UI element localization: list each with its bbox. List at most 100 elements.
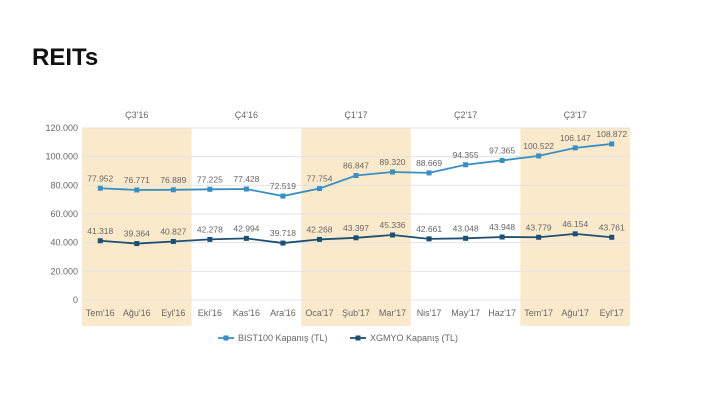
data-point <box>207 186 213 192</box>
data-label: 108.872 <box>596 129 627 139</box>
x-tick-label: Oca'17 <box>305 308 333 318</box>
y-tick-label: 20.000 <box>50 266 78 276</box>
data-label: 39.364 <box>124 229 150 239</box>
y-tick-label: 60.000 <box>50 209 78 219</box>
data-point <box>134 187 140 193</box>
data-point <box>353 235 359 241</box>
x-tick-label: Eyl'17 <box>600 308 624 318</box>
data-label: 77.225 <box>197 174 223 184</box>
data-label: 97.365 <box>489 145 515 155</box>
x-axis-tick-labels: Tem'16 Ağu'16 Eyl'16 Eki'16 Kas'16 Ara'16 Oca'… <box>86 308 624 318</box>
data-label: 42.278 <box>197 224 223 234</box>
data-point <box>609 234 615 240</box>
data-label: 45.336 <box>380 220 406 230</box>
data-point <box>97 238 103 244</box>
data-point <box>170 238 176 244</box>
data-label: 43.048 <box>453 223 479 233</box>
data-label: 42.994 <box>233 223 259 233</box>
data-point <box>572 145 578 151</box>
quarter-label: Ç3'17 <box>564 110 587 120</box>
x-tick-label: Şub'17 <box>342 308 370 318</box>
x-tick-label: Haz'17 <box>488 308 516 318</box>
data-label: 76.889 <box>160 175 186 185</box>
y-tick-label: 100.000 <box>45 152 78 162</box>
data-label: 100.522 <box>523 141 554 151</box>
data-point <box>243 235 249 241</box>
data-point <box>243 186 249 192</box>
data-label: 77.428 <box>233 174 259 184</box>
y-tick-label: 40.000 <box>50 238 78 248</box>
data-point <box>280 240 286 246</box>
data-point <box>426 170 432 176</box>
x-tick-label: Eyl'16 <box>161 308 185 318</box>
data-point <box>609 141 615 147</box>
data-label: 88.669 <box>416 158 442 168</box>
quarter-labels: Ç3'16 Ç4'16 Ç1'17 Ç2'17 Ç3'17 <box>125 110 587 120</box>
data-point <box>390 232 396 238</box>
data-label: 77.952 <box>87 173 113 183</box>
x-tick-label: Ağu'17 <box>561 308 589 318</box>
legend-label: BIST100 Kapanış (TL) <box>238 333 328 343</box>
data-point <box>463 162 469 168</box>
gridlines <box>82 127 630 301</box>
quarter-band <box>520 128 630 326</box>
quarter-band <box>301 128 411 326</box>
data-point <box>536 153 542 159</box>
data-point <box>426 236 432 242</box>
series-points <box>97 141 615 247</box>
data-point <box>572 231 578 237</box>
x-tick-label: Tem'17 <box>524 308 553 318</box>
data-label: 43.779 <box>526 222 552 232</box>
y-axis-tick-labels: 0 20.000 40.000 60.000 80.000 100.000 120.000 <box>45 123 78 305</box>
data-label: 72.519 <box>270 181 296 191</box>
data-label: 41.318 <box>87 226 113 236</box>
data-labels: 77.952 76.771 76.889 77.225 77.428 72.519 77.7… <box>87 129 627 239</box>
data-point <box>499 157 505 163</box>
data-label: 76.771 <box>124 175 150 185</box>
y-tick-label: 80.000 <box>50 180 78 190</box>
x-tick-label: Mar'17 <box>379 308 406 318</box>
x-tick-label: Nis'17 <box>417 308 442 318</box>
data-point <box>316 236 322 242</box>
data-point <box>134 241 140 247</box>
data-label: 43.397 <box>343 223 369 233</box>
quarter-label: Ç3'16 <box>125 110 148 120</box>
data-point <box>353 173 359 179</box>
data-label: 86.847 <box>343 161 369 171</box>
data-label: 40.827 <box>160 226 186 236</box>
x-tick-label: Ara'16 <box>270 308 296 318</box>
data-point <box>499 234 505 240</box>
data-label: 77.754 <box>306 174 332 184</box>
data-point <box>280 193 286 199</box>
data-label: 94.355 <box>453 150 479 160</box>
x-tick-label: Eki'16 <box>198 308 222 318</box>
slide-title: REITs <box>32 44 99 71</box>
quarter-band <box>82 128 192 326</box>
y-tick-label: 120.000 <box>45 123 78 133</box>
data-label: 106.147 <box>560 133 591 143</box>
legend: BIST100 Kapanış (TL) XGMYO Kapanış (TL) <box>218 333 458 343</box>
data-point <box>170 187 176 193</box>
x-tick-label: Kas'16 <box>233 308 260 318</box>
data-point <box>390 169 396 175</box>
quarter-label: Ç4'16 <box>235 110 258 120</box>
data-label: 46.154 <box>562 219 588 229</box>
data-label: 43.948 <box>489 222 515 232</box>
quarter-label: Ç2'17 <box>454 110 477 120</box>
data-point <box>536 234 542 240</box>
legend-marker <box>355 335 361 341</box>
data-point <box>316 186 322 192</box>
data-point <box>97 185 103 191</box>
data-label: 89.320 <box>380 157 406 167</box>
data-label: 39.718 <box>270 228 296 238</box>
data-point <box>463 235 469 241</box>
legend-marker <box>223 335 229 341</box>
x-tick-label: May'17 <box>451 308 480 318</box>
quarter-label: Ç1'17 <box>344 110 367 120</box>
data-label: 42.661 <box>416 224 442 234</box>
y-tick-label: 0 <box>73 295 78 305</box>
data-point <box>207 236 213 242</box>
legend-label: XGMYO Kapanış (TL) <box>370 333 458 343</box>
x-tick-label: Tem'16 <box>86 308 115 318</box>
